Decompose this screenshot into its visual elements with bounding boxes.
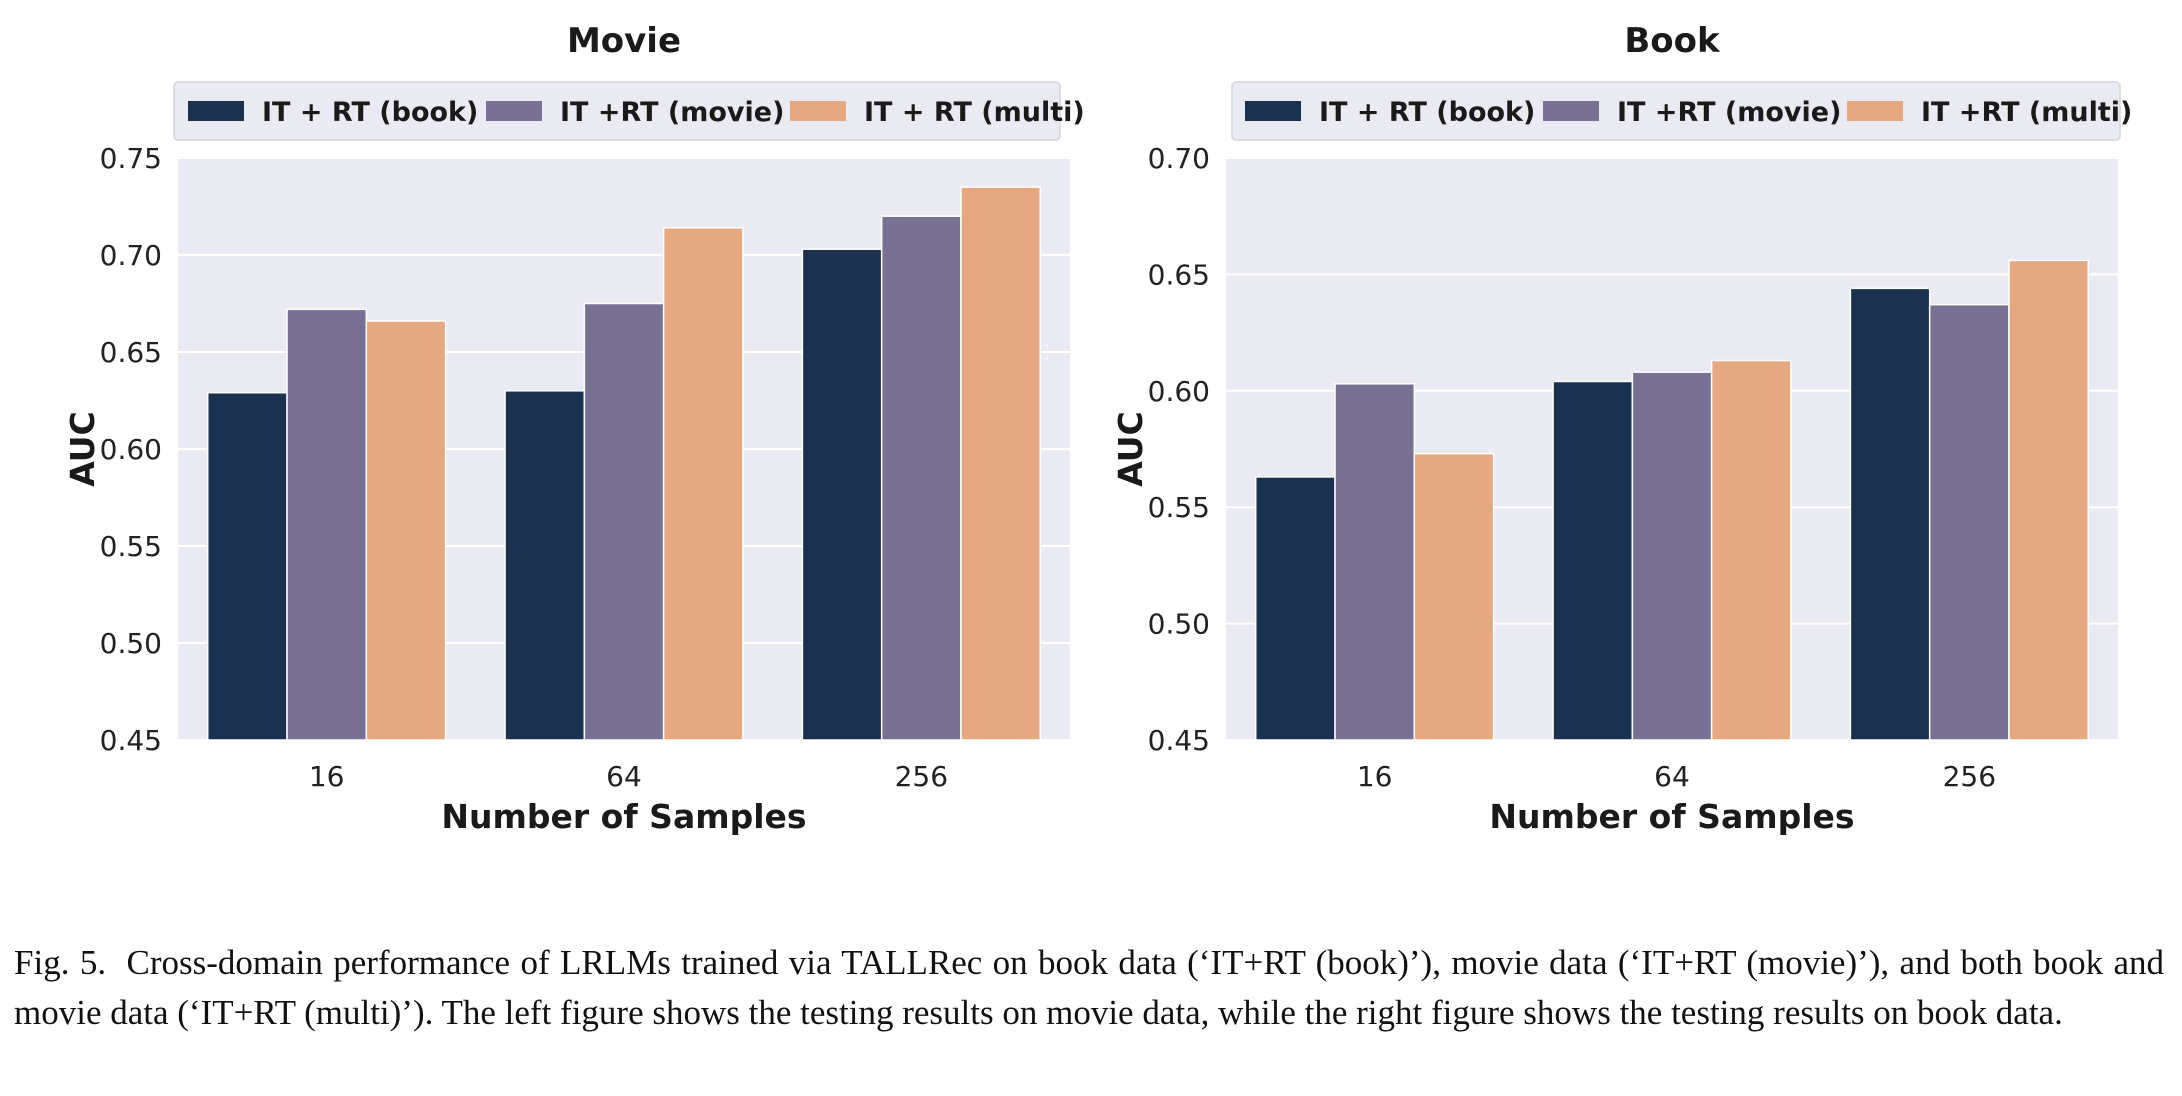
legend-label: IT +RT (movie) <box>560 97 784 128</box>
y-tick-label: 0.60 <box>1148 375 1210 408</box>
legend-label: IT + RT (book) <box>262 97 478 128</box>
legend-label: IT +RT (movie) <box>1617 97 1841 128</box>
bar <box>1552 380 1634 741</box>
y-tick-label: 0.70 <box>100 239 162 272</box>
legend-swatch <box>1847 101 1903 121</box>
figure: 0.45 0.50 0.55 0.60 0.65 0.70 0.75 16 64 256 Movie… <box>63 21 2132 836</box>
legend: IT + RT (book) IT +RT (movie) IT +RT (mult… <box>1231 81 2132 141</box>
bar <box>286 308 368 741</box>
book-chart: 0.45 0.50 0.55 0.60 0.65 0.70 16 64 256 Book Numbe… <box>1111 21 2132 836</box>
bar <box>1849 287 1931 741</box>
bar <box>1710 359 1792 741</box>
legend-swatch <box>1245 101 1301 121</box>
legend-swatch <box>486 101 542 121</box>
legend: IT + RT (book) IT +RT (movie) IT + RT (mul… <box>173 81 1085 141</box>
x-tick-label: 64 <box>606 760 642 793</box>
legend-box <box>1231 81 2121 141</box>
legend-swatch <box>790 101 846 121</box>
y-tick-label: 0.65 <box>100 336 162 369</box>
chart-title: Book <box>1624 21 1721 61</box>
legend-box <box>173 81 1061 141</box>
x-tick-label: 256 <box>1943 760 1996 793</box>
bar <box>206 391 288 741</box>
figure-caption: Fig. 5. Cross-domain performance of LRLM… <box>14 938 2164 1038</box>
bar <box>880 215 962 741</box>
y-tick-label: 0.55 <box>1148 491 1210 524</box>
bar <box>1413 452 1495 741</box>
bar <box>1334 383 1416 741</box>
bar <box>504 390 586 741</box>
x-tick-label: 256 <box>895 760 948 793</box>
y-tick-label: 0.55 <box>100 530 162 563</box>
legend-label: IT + RT (multi) <box>864 97 1085 128</box>
bar <box>1928 303 2010 741</box>
x-tick-label: 16 <box>309 760 345 793</box>
y-axis-label: AUC <box>63 411 102 487</box>
movie-chart: 0.45 0.50 0.55 0.60 0.65 0.70 0.75 16 64 256 Movie… <box>63 21 1085 836</box>
bar <box>662 227 744 741</box>
bar <box>1631 371 1713 741</box>
y-tick-label: 0.50 <box>1148 608 1210 641</box>
y-tick-label: 0.75 <box>100 142 162 175</box>
x-axis-label: Number of Samples <box>1489 797 1854 836</box>
y-tick-label: 0.60 <box>100 433 162 466</box>
caption-label: Fig. 5. <box>14 943 107 982</box>
y-tick-label: 0.45 <box>100 724 162 757</box>
chart-title: Movie <box>567 21 681 61</box>
legend-label: IT + RT (book) <box>1319 97 1535 128</box>
legend-label: IT +RT (multi) <box>1921 97 2132 128</box>
x-tick-label: 64 <box>1654 760 1690 793</box>
y-axis-label: AUC <box>1111 411 1150 487</box>
bar <box>365 320 447 741</box>
x-tick-label: 16 <box>1357 760 1393 793</box>
bar <box>583 302 665 741</box>
y-tick-label: 0.50 <box>100 627 162 660</box>
y-tick-label: 0.70 <box>1148 142 1210 175</box>
caption-text: Cross-domain performance of LRLMs traine… <box>14 943 2164 1032</box>
bar <box>2008 259 2090 741</box>
y-tick-label: 0.45 <box>1148 724 1210 757</box>
bar <box>960 186 1042 741</box>
bar <box>801 248 883 741</box>
y-tick-label: 0.65 <box>1148 258 1210 291</box>
legend-swatch <box>1543 101 1599 121</box>
legend-swatch <box>188 101 244 121</box>
bar <box>1254 476 1336 741</box>
x-axis-label: Number of Samples <box>441 797 806 836</box>
